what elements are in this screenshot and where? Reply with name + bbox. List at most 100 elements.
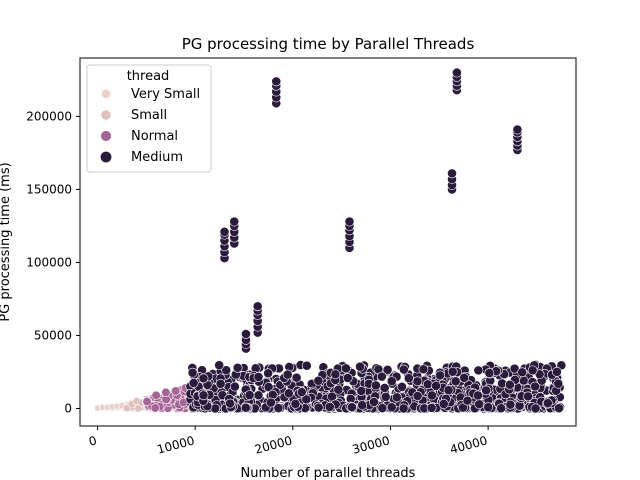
scatter-point bbox=[447, 366, 458, 377]
scatter-point bbox=[273, 403, 284, 413]
scatter-point bbox=[344, 216, 355, 227]
scatter-point bbox=[333, 384, 344, 395]
legend-marker bbox=[99, 150, 113, 164]
scatter-point bbox=[282, 369, 293, 380]
scatter-point bbox=[225, 398, 235, 409]
legend-marker bbox=[100, 130, 112, 142]
scatter-point bbox=[517, 367, 528, 378]
scatter-point bbox=[447, 168, 457, 179]
legend-title: thread bbox=[127, 69, 170, 84]
scatter-point bbox=[392, 392, 402, 403]
scatter-point bbox=[171, 386, 181, 396]
scatter-point bbox=[398, 364, 409, 375]
scatter-point bbox=[458, 402, 468, 413]
scatter-point bbox=[263, 368, 274, 379]
scatter-point bbox=[368, 397, 379, 407]
scatter-point bbox=[412, 376, 423, 387]
scatter-point bbox=[291, 372, 302, 383]
scatter-point bbox=[554, 403, 564, 414]
scatter-point bbox=[356, 385, 367, 396]
scatter-point bbox=[443, 385, 454, 396]
scatter-point bbox=[496, 403, 507, 414]
scatter-point bbox=[426, 390, 437, 401]
scatter-point bbox=[473, 390, 483, 401]
scatter-point bbox=[161, 387, 171, 398]
scatter-point bbox=[512, 124, 523, 135]
legend-marker bbox=[100, 88, 112, 100]
scatter-point bbox=[438, 398, 449, 409]
scatter-point bbox=[347, 402, 357, 413]
scatter-point bbox=[382, 364, 393, 375]
y-axis: 0 50000 100000 150000 200000 bbox=[26, 109, 80, 415]
scatter-point bbox=[527, 365, 538, 376]
y-tick-label: 0 bbox=[64, 401, 72, 415]
scatter-point bbox=[229, 381, 240, 392]
scatter-point bbox=[553, 378, 564, 389]
scatter-point bbox=[370, 380, 381, 391]
scatter-point bbox=[198, 390, 209, 401]
scatter-point bbox=[450, 376, 461, 387]
scatter-point bbox=[330, 369, 341, 380]
scatter-point bbox=[244, 390, 255, 401]
scatter-point bbox=[523, 391, 533, 402]
scatter-point bbox=[431, 380, 441, 391]
y-tick-label: 100000 bbox=[26, 255, 72, 269]
legend-label: Very Small bbox=[131, 87, 200, 102]
scatter-point bbox=[484, 368, 495, 378]
scatter-point bbox=[403, 373, 414, 384]
scatter-point bbox=[290, 398, 301, 409]
legend-label: Medium bbox=[131, 150, 183, 165]
scatter-point bbox=[151, 390, 161, 400]
scatter-points bbox=[94, 67, 567, 414]
scatter-point bbox=[240, 402, 251, 413]
scatter-point bbox=[530, 381, 541, 392]
scatter-point bbox=[542, 398, 553, 409]
scatter-point bbox=[418, 364, 429, 375]
scatter-point bbox=[504, 379, 515, 390]
scatter-point bbox=[342, 373, 353, 383]
chart-title: PG processing time by Parallel Threads bbox=[182, 35, 475, 53]
scatter-point bbox=[324, 402, 335, 412]
scatter-point bbox=[505, 399, 516, 410]
scatter-point bbox=[198, 373, 209, 384]
scatter-point bbox=[215, 378, 226, 389]
scatter-point bbox=[142, 396, 152, 407]
legend-label: Normal bbox=[131, 129, 178, 144]
scatter-point bbox=[376, 371, 387, 382]
legend: thread Very Small Small Normal Medium bbox=[86, 64, 212, 173]
y-tick-label: 50000 bbox=[34, 328, 72, 342]
y-tick-label: 200000 bbox=[26, 109, 72, 123]
scatter-point bbox=[229, 216, 240, 227]
x-axis-label: Number of parallel threads bbox=[241, 466, 416, 480]
scatter-point bbox=[380, 391, 391, 402]
scatter-point bbox=[150, 403, 160, 413]
y-axis-label: PG processing time (ms) bbox=[0, 162, 13, 321]
scatter-point bbox=[552, 366, 562, 377]
scatter-point bbox=[188, 378, 199, 388]
scatter-point bbox=[412, 391, 423, 401]
scatter-point bbox=[187, 367, 198, 378]
scatter-point bbox=[219, 226, 230, 237]
legend-label: Small bbox=[131, 108, 167, 123]
scatter-point bbox=[426, 402, 437, 413]
y-tick-label: 150000 bbox=[26, 182, 72, 196]
scatter-point bbox=[252, 301, 263, 312]
scatter-point bbox=[377, 403, 388, 414]
scatter-point bbox=[301, 360, 312, 371]
scatter-point bbox=[459, 372, 470, 383]
scatter-point bbox=[232, 362, 243, 373]
scatter-point bbox=[474, 399, 485, 410]
scatter-point bbox=[263, 382, 274, 392]
scatter-point bbox=[422, 379, 433, 390]
scatter-point bbox=[313, 375, 324, 386]
scatter-point bbox=[379, 383, 390, 393]
scatter-point bbox=[283, 388, 294, 399]
scatter-point bbox=[473, 365, 484, 376]
scatter-point bbox=[398, 403, 409, 414]
x-tick-label: 0 bbox=[87, 433, 98, 449]
scatter-point bbox=[296, 387, 307, 398]
scatter-point bbox=[221, 365, 232, 376]
scatter-point bbox=[214, 360, 225, 371]
scatter-point bbox=[265, 397, 276, 408]
